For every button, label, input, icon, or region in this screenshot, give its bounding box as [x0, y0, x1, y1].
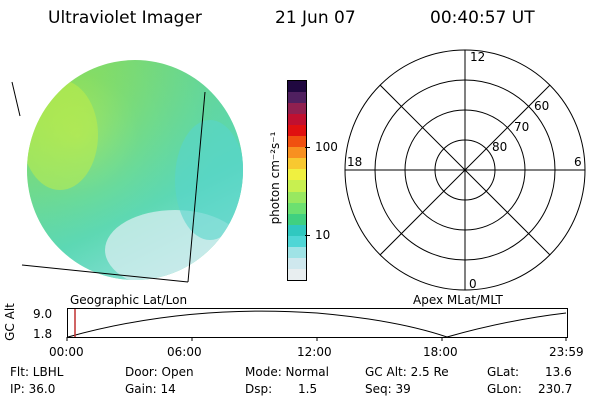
mlt-label-0: 0	[469, 277, 477, 291]
colorbar-swatch	[288, 158, 306, 170]
colorbar-swatch	[288, 213, 306, 225]
time-tick-2359: 23:59	[549, 345, 584, 359]
glat-value: 13.6	[545, 365, 572, 379]
dsp-label: Dsp:	[245, 382, 273, 396]
altitude-tick-low: 1.8	[33, 327, 53, 341]
colorbar-tickmark	[305, 147, 310, 148]
filter-info: Flt: LBHL	[10, 365, 64, 379]
colorbar-swatch	[288, 268, 306, 280]
colorbar-tickmark	[305, 235, 310, 236]
dsp-value: 1.5	[298, 382, 318, 396]
time-tick-1800: 18:00	[423, 345, 458, 359]
seq-info: Seq: 39	[365, 382, 411, 396]
altitude-tick-high: 9.0	[33, 307, 53, 321]
image-frame-label: Geographic Lat/Lon	[70, 293, 188, 307]
glon-value: 230.7	[538, 382, 573, 396]
time-tick-0000: 00:00	[49, 345, 84, 359]
colorbar-swatch	[288, 103, 306, 115]
mlat-label-70: 70	[514, 120, 529, 134]
colorbar-swatch	[288, 180, 306, 192]
auroral-image	[11, 60, 243, 283]
mlt-label-18: 18	[347, 155, 362, 169]
door-info: Door: Open	[125, 365, 194, 379]
colorbar	[287, 80, 307, 281]
observation-date: 21 Jun 07	[275, 8, 356, 28]
colorbar-unit-label: photon cm⁻²s⁻¹	[268, 131, 282, 225]
colorbar-swatch	[288, 246, 306, 258]
mlt-label-6: 6	[574, 155, 582, 169]
altitude-plot	[66, 308, 568, 341]
observation-time: 00:40:57 UT	[430, 8, 535, 28]
mlt-label-12: 12	[470, 50, 485, 64]
terminator-line-left	[11, 81, 21, 117]
colorbar-swatch	[288, 114, 306, 126]
polar-frame-label: Apex MLat/MLT	[413, 293, 503, 307]
glon-label: GLon:	[487, 382, 522, 396]
gain-info: Gain: 14	[125, 382, 176, 396]
time-tick-1200: 12:00	[297, 345, 332, 359]
colorbar-swatch	[288, 224, 306, 236]
terminator-line-bottom	[21, 264, 189, 283]
colorbar-swatch	[288, 202, 306, 214]
altitude-axis-label: GC Alt	[3, 303, 17, 341]
glat-label: GLat:	[487, 365, 520, 379]
colorbar-tick-10: 10	[315, 228, 331, 242]
colorbar-swatch	[288, 147, 306, 159]
polar-plot: 12 18 6 0 60 70 80	[344, 49, 586, 291]
gc-alt-info: GC Alt: 2.5 Re	[365, 365, 449, 379]
colorbar-swatch	[288, 191, 306, 203]
mlat-label-80: 80	[492, 140, 507, 154]
colorbar-swatch	[288, 235, 306, 247]
time-tick-0600: 06:00	[167, 345, 202, 359]
instrument-title: Ultraviolet Imager	[48, 8, 202, 28]
colorbar-swatch	[288, 80, 306, 92]
colorbar-swatch	[288, 257, 306, 269]
colorbar-swatch	[288, 136, 306, 148]
colorbar-swatch	[288, 169, 306, 181]
colorbar-swatch	[288, 125, 306, 137]
mode-info: Mode: Normal	[245, 365, 329, 379]
terminator-line-right	[187, 91, 206, 283]
colorbar-tick-100: 100	[315, 140, 338, 154]
mlat-label-60: 60	[534, 99, 549, 113]
colorbar-swatch	[288, 91, 306, 103]
ip-info: IP: 36.0	[10, 382, 56, 396]
